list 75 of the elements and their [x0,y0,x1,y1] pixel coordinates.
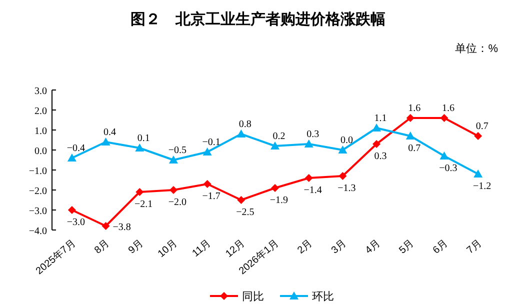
point [271,184,279,192]
x-tick-label: 10月 [156,238,180,260]
data-label: 0.3 [306,129,320,140]
data-label: 1.6 [408,103,421,114]
point [338,172,347,180]
point [102,222,110,230]
point [406,114,414,122]
point [135,144,144,152]
data-label: 0.8 [238,119,252,130]
data-label: 0.7 [476,121,488,132]
data-label: 0.1 [137,133,150,144]
point [304,140,314,148]
y-tick-label: 1.0 [34,126,47,137]
point [203,180,212,188]
data-label: −0.1 [202,137,220,148]
y-tick-label: 3.0 [34,86,47,97]
data-label: −1.4 [304,185,322,196]
data-label: −0.3 [439,163,458,174]
data-label: −0.4 [66,143,85,154]
x-tick-label: 4月 [363,238,382,256]
point [440,114,448,122]
data-label: −1.7 [202,191,220,202]
x-tick-label: 6月 [431,238,450,256]
point [474,132,482,140]
point [372,140,381,148]
point [338,146,348,154]
point [304,174,313,182]
point [236,130,246,138]
x-tick-label: 11月 [190,238,214,260]
x-tick-label: 5月 [397,238,416,256]
data-label: −1.2 [473,181,492,192]
data-label: −2.1 [134,199,153,210]
point [406,132,415,140]
x-tick-label: 2月 [296,238,315,256]
point [68,206,76,214]
point [474,170,483,178]
data-label: 0.4 [104,127,116,138]
data-label: −2.0 [168,197,187,208]
y-tick-label: −4.0 [28,226,47,237]
text: 单位：% [455,42,498,55]
point [136,188,144,196]
point [372,124,382,132]
x-tick-label: 3月 [330,238,349,256]
x-tick-label: 9月 [126,238,146,256]
data-label: −3.8 [112,222,131,233]
x-tick-label: 8月 [92,238,112,256]
point [168,156,178,164]
data-label: 0.7 [408,143,421,154]
y-tick-label: −1.0 [28,166,47,177]
x-tick-label: 7月 [465,238,484,256]
legend-label: 环比 [312,290,334,303]
point [67,154,76,162]
legend-label: 同比 [242,290,264,303]
y-tick-label: 2.0 [34,106,47,117]
data-label: 0.3 [374,151,387,162]
x-tick-label: 12月 [224,238,248,260]
point [169,186,178,194]
data-label: −2.5 [236,207,254,218]
data-label: −1.9 [270,195,288,206]
y-tick-label: −3.0 [28,206,47,217]
y-tick-label: −2.0 [28,186,47,197]
data-label: −3.0 [66,217,85,228]
point [270,142,280,150]
point [202,148,212,156]
data-label: 0.0 [340,135,353,146]
data-label: −1.3 [338,183,356,194]
data-label: 1.6 [442,103,454,114]
chart-title: 图２ 北京工业生产者购进价格涨跌幅 [130,10,386,28]
point [101,138,110,146]
point [237,196,246,204]
data-label: 1.1 [374,113,387,124]
point [440,152,449,160]
data-label: −0.5 [168,145,187,156]
y-tick-label: 0.0 [34,146,47,157]
data-label: 0.2 [272,131,286,142]
